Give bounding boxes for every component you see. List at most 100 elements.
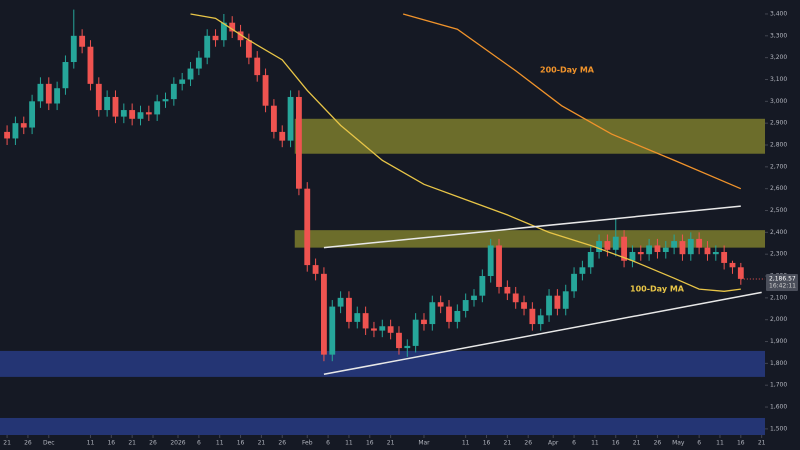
candle-body: [571, 273, 577, 292]
candle-body: [154, 101, 161, 115]
x-tick-label: Feb: [302, 440, 313, 447]
candle-body: [270, 105, 277, 132]
x-tick-label: 6: [326, 440, 330, 447]
y-tick-label: 2,900: [770, 120, 787, 127]
trendline: [323, 291, 762, 376]
x-tick-label: 26: [654, 440, 662, 447]
moving-average-line: [402, 13, 742, 190]
candle-body: [237, 31, 244, 41]
candle-body: [45, 83, 52, 104]
candle-body: [529, 308, 536, 325]
y-tick-label: 3,300: [770, 32, 787, 39]
candle-body: [170, 83, 177, 100]
zone: [0, 417, 765, 435]
x-tick-label: 11: [345, 440, 353, 447]
candle-body: [704, 247, 711, 255]
candle-body: [195, 57, 202, 69]
y-tick-label: 1,900: [770, 338, 787, 345]
x-tick-label: 21: [387, 440, 395, 447]
y-tick-label: 1,700: [770, 382, 787, 389]
candle-body: [729, 262, 736, 268]
x-tick-label: 16: [612, 440, 620, 447]
y-tick-label: 3,200: [770, 54, 787, 61]
candle-body: [637, 252, 644, 255]
candle-body: [737, 267, 744, 279]
candle-body: [20, 123, 27, 128]
candle-body: [312, 265, 319, 274]
y-tick-label: 1,600: [770, 404, 787, 411]
candle-body: [437, 302, 444, 307]
candle-body: [229, 22, 236, 32]
candle-body: [487, 245, 494, 277]
candle-body: [462, 300, 469, 311]
candle-body: [596, 241, 602, 253]
x-tick-label: May: [672, 440, 685, 447]
x-tick-label: 26: [278, 440, 286, 447]
x-tick-label: Mar: [418, 440, 430, 447]
x-tick-label: 21: [258, 440, 266, 447]
y-tick-label: 3,400: [770, 10, 787, 17]
candle-body: [421, 319, 427, 325]
x-tick-label: 21: [633, 440, 641, 447]
candle-body: [504, 286, 511, 294]
candle-body: [79, 35, 86, 47]
x-tick-label: 21: [504, 440, 512, 447]
price-tag: [766, 273, 798, 291]
candle-body: [579, 267, 586, 274]
candle-body: [554, 295, 561, 309]
x-tick-label: 11: [216, 440, 224, 447]
y-tick-label: 2,800: [770, 142, 787, 149]
candle-body: [329, 306, 336, 355]
y-tick-label: 3,000: [770, 98, 787, 105]
candle-body: [295, 96, 302, 189]
x-tick-label: 21: [758, 440, 766, 447]
candle-body: [646, 245, 653, 255]
candle-body: [187, 68, 194, 80]
candle-body: [387, 326, 394, 333]
candle-body: [262, 75, 269, 106]
candle-body: [220, 22, 227, 41]
countdown-label: 16:42:11: [769, 282, 796, 289]
candle-body: [304, 188, 311, 266]
x-tick-label: 6: [197, 440, 201, 447]
candle-body: [254, 57, 261, 76]
candle-body: [145, 112, 152, 115]
candle-body: [412, 319, 419, 346]
x-tick-label: 16: [366, 440, 374, 447]
candle-body: [337, 297, 344, 307]
y-tick-label: 2,300: [770, 251, 787, 258]
y-tick-label: 2,400: [770, 229, 787, 236]
candle-body: [696, 238, 703, 248]
x-tick-label: 11: [87, 440, 95, 447]
candle-body: [662, 247, 669, 253]
x-tick-label: 21: [3, 440, 11, 447]
x-tick-label: 11: [462, 440, 470, 447]
candle-body: [279, 131, 286, 141]
x-tick-label: 16: [237, 440, 245, 447]
candle-body: [371, 328, 377, 331]
x-tick-label: 21: [128, 440, 136, 447]
candle-body: [354, 313, 361, 322]
candle-body: [129, 110, 136, 119]
candle-body: [471, 295, 477, 301]
candle-body: [179, 79, 186, 84]
y-tick-label: 1,800: [770, 360, 787, 367]
candle-body: [496, 245, 502, 287]
x-tick-label: Apr: [548, 440, 559, 447]
candle-body: [62, 62, 69, 89]
x-tick-label: 26: [524, 440, 532, 447]
candle-body: [104, 96, 111, 111]
ma-label: 200-Day MA: [540, 66, 595, 75]
x-tick-label: 6: [572, 440, 576, 447]
candle-body: [321, 273, 327, 355]
candle-body: [604, 241, 611, 250]
candle-body: [29, 101, 36, 128]
price-tag-label: 2,186.57: [769, 275, 796, 282]
candle-body: [137, 112, 144, 119]
candle-body: [687, 238, 694, 255]
candle-body: [654, 245, 661, 253]
candle-body: [4, 131, 11, 139]
candle-body: [537, 315, 544, 325]
